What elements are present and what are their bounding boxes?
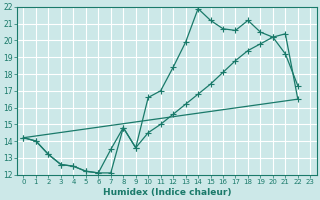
X-axis label: Humidex (Indice chaleur): Humidex (Indice chaleur)	[103, 188, 231, 197]
